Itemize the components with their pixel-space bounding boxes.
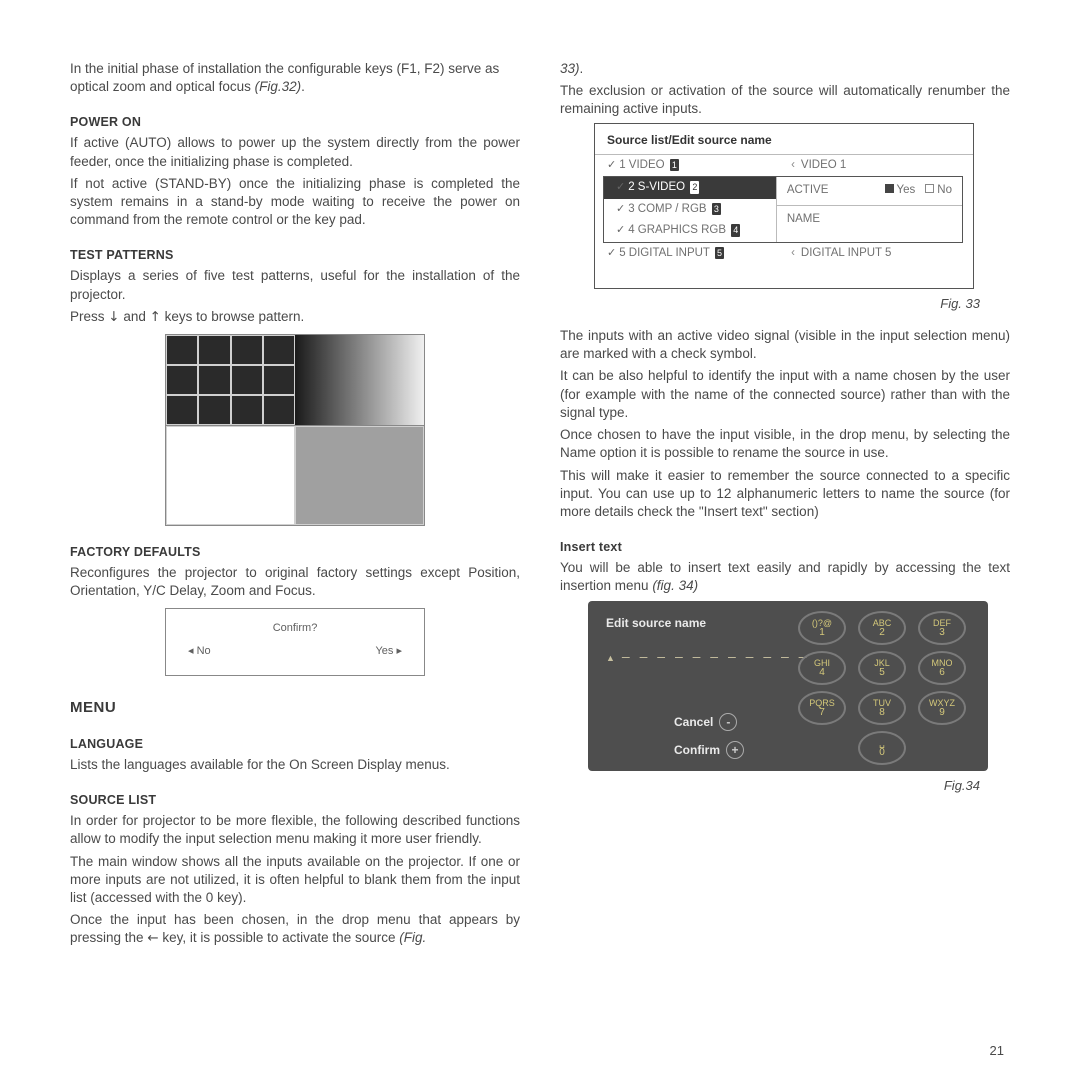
source-p2: The main window shows all the inputs ava… bbox=[70, 853, 520, 908]
test-p1: Displays a series of five test patterns,… bbox=[70, 267, 520, 303]
right-column: 33). The exclusion or activation of the … bbox=[560, 60, 1010, 952]
confirm-no[interactable]: ◂ No bbox=[188, 644, 211, 659]
key-5[interactable]: JKL5 bbox=[858, 651, 906, 685]
intro-text: In the initial phase of installation the… bbox=[70, 60, 520, 96]
confirm-dialog: Confirm? ◂ No Yes ▸ bbox=[165, 608, 425, 676]
key-7[interactable]: PQRS7 bbox=[798, 691, 846, 725]
test-p2: Press ↓ and ↑ keys to browse pattern. bbox=[70, 308, 520, 326]
keypad-figure: Edit source name – – – – – – – – – – – C… bbox=[588, 601, 988, 771]
key-8[interactable]: TUV8 bbox=[858, 691, 906, 725]
factory-defaults-head: FACTORY DEFAULTS bbox=[70, 544, 520, 561]
nested-box: 2 S-VIDEO 2 3 COMP / RGB 3 4 GRAPHICS RG… bbox=[603, 176, 963, 243]
factory-p: Reconfigures the projector to original f… bbox=[70, 564, 520, 600]
confirm-label: Confirm? bbox=[188, 621, 402, 636]
src-row-1[interactable]: 1 VIDEO 1 bbox=[607, 158, 791, 174]
fig34-label: Fig.34 bbox=[560, 777, 980, 795]
page-number: 21 bbox=[990, 1043, 1004, 1058]
kp-input[interactable]: – – – – – – – – – – – bbox=[606, 647, 809, 666]
confirm-yes[interactable]: Yes ▸ bbox=[375, 644, 402, 659]
mid-p2: It can be also helpful to identify the i… bbox=[560, 367, 1010, 422]
left-column: In the initial phase of installation the… bbox=[70, 60, 520, 952]
power-on-p1: If active (AUTO) allows to power up the … bbox=[70, 134, 520, 170]
insert-text-p: You will be able to insert text easily a… bbox=[560, 559, 1010, 595]
power-on-p2: If not active (STAND-BY) once the initia… bbox=[70, 175, 520, 230]
src-row-5[interactable]: 5 DIGITAL INPUT 5 bbox=[607, 246, 791, 262]
source-p3: Once the input has been chosen, in the d… bbox=[70, 911, 520, 947]
language-head: LANGUAGE bbox=[70, 736, 520, 753]
key-0[interactable]: ␣0 bbox=[858, 731, 906, 765]
power-on-head: POWER ON bbox=[70, 114, 520, 131]
test-pattern-figure bbox=[165, 334, 425, 526]
nested-name-row[interactable]: NAME bbox=[777, 206, 962, 234]
key-6[interactable]: MNO6 bbox=[918, 651, 966, 685]
source-list-box: Source list/Edit source name 1 VIDEO 1 ‹… bbox=[594, 123, 974, 290]
fig33-label: Fig. 33 bbox=[560, 295, 980, 313]
src-row-4[interactable]: 4 GRAPHICS RGB 4 bbox=[604, 220, 776, 242]
key-9[interactable]: WXYZ9 bbox=[918, 691, 966, 725]
mid-p1: The inputs with an active video signal (… bbox=[560, 327, 1010, 363]
src-row-2[interactable]: 2 S-VIDEO 2 bbox=[604, 177, 776, 199]
key-1[interactable]: ()?@1 bbox=[798, 611, 846, 645]
language-p: Lists the languages available for the On… bbox=[70, 756, 520, 774]
kp-confirm[interactable]: Confirm+ bbox=[674, 741, 744, 759]
key-4[interactable]: GHI4 bbox=[798, 651, 846, 685]
insert-text-head: Insert text bbox=[560, 539, 1010, 556]
nested-active-row[interactable]: ACTIVE Yes No bbox=[777, 177, 962, 206]
key-2[interactable]: ABC2 bbox=[858, 611, 906, 645]
menu-head: MENU bbox=[70, 698, 520, 718]
cont-p: The exclusion or activation of the sourc… bbox=[560, 82, 1010, 118]
src-row-3[interactable]: 3 COMP / RGB 3 bbox=[604, 199, 776, 221]
kp-title: Edit source name bbox=[606, 615, 706, 631]
source-list-head: SOURCE LIST bbox=[70, 792, 520, 809]
source-box-title: Source list/Edit source name bbox=[595, 124, 973, 155]
kp-cancel[interactable]: Cancel- bbox=[674, 713, 737, 731]
key-3[interactable]: DEF3 bbox=[918, 611, 966, 645]
cont-ref: 33). bbox=[560, 60, 1010, 78]
test-patterns-head: TEST PATTERNS bbox=[70, 247, 520, 264]
mid-p3: Once chosen to have the input visible, i… bbox=[560, 426, 1010, 462]
mid-p4: This will make it easier to remember the… bbox=[560, 467, 1010, 522]
source-p1: In order for projector to be more flexib… bbox=[70, 812, 520, 848]
